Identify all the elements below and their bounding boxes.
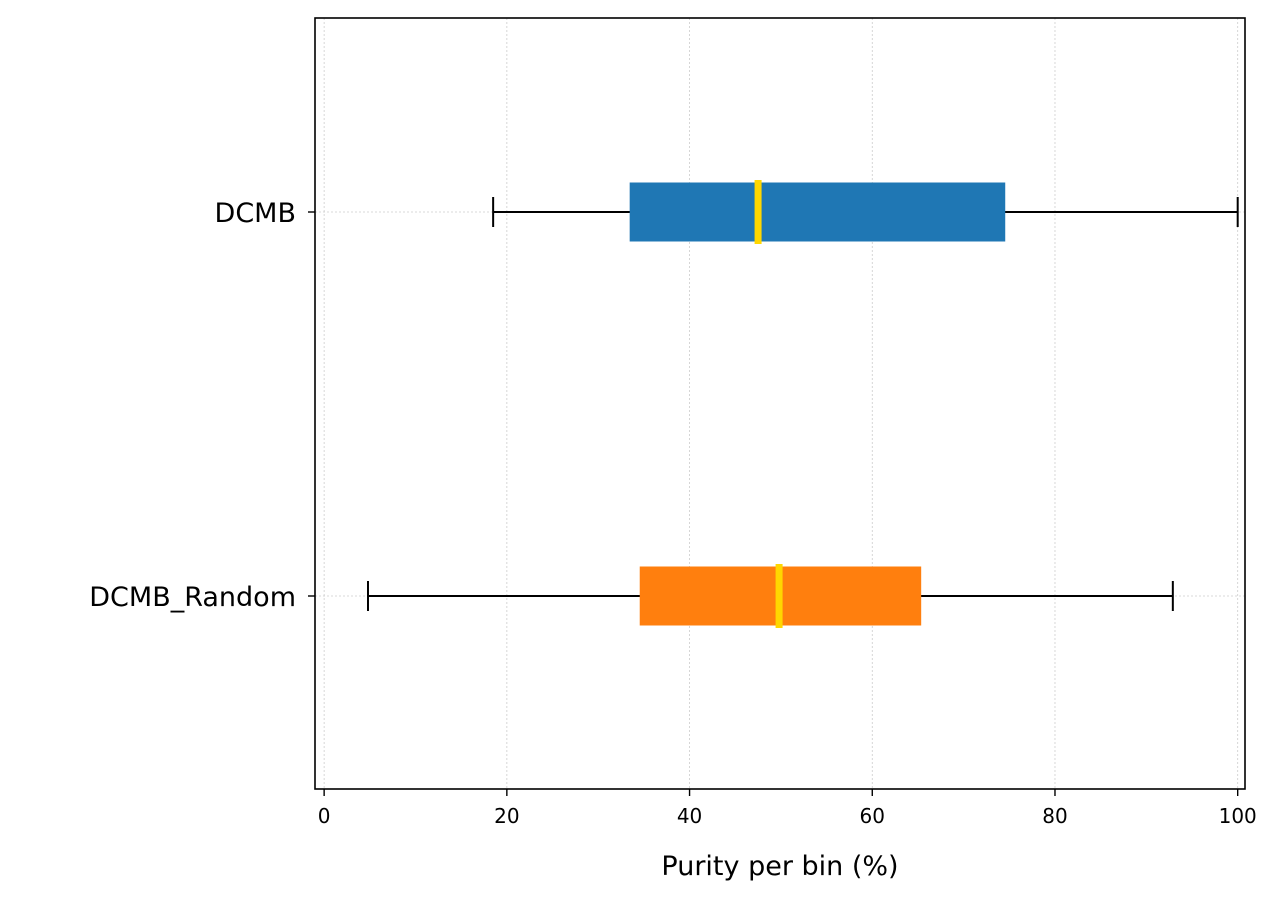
x-tick-label: 100 [1219,804,1257,828]
box-series [366,180,1239,628]
x-tick-label: 80 [1042,804,1067,828]
x-tick-label: 0 [318,804,331,828]
category-label: DCMB [215,198,296,229]
category-label: DCMB_Random [89,582,296,613]
axis-ticks: 0 20 40 60 80 100 DCMB DCMB_Random [89,198,1257,828]
iqr-box [629,182,1006,242]
x-axis-title: Purity per bin (%) [661,851,898,882]
x-tick-label: 40 [677,804,702,828]
box-dcmb [492,180,1239,244]
x-tick-label: 20 [494,804,519,828]
box-dcmb-random [366,564,1174,628]
plot-frame [314,17,1246,790]
x-tick-label: 60 [860,804,885,828]
